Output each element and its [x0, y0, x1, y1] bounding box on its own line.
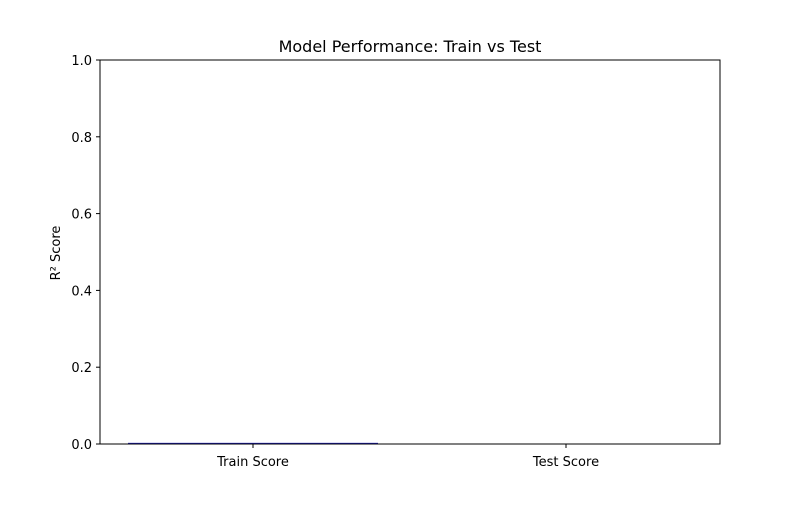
y-axis-label: R² Score — [49, 226, 64, 281]
bars-group — [128, 442, 378, 444]
y-tick-label: 1.0 — [71, 54, 92, 69]
y-tick-label: 0.4 — [71, 284, 92, 299]
y-ticks-group: 0.0 0.2 0.4 0.6 0.8 1.0 — [71, 54, 100, 453]
y-tick-label: 0.0 — [71, 438, 92, 453]
y-tick-label: 0.8 — [71, 131, 92, 146]
x-ticks-group: Train Score Test Score — [216, 444, 599, 470]
bar-train-score — [128, 442, 378, 444]
x-tick-label: Train Score — [216, 455, 289, 470]
x-tick-label: Test Score — [532, 455, 599, 470]
chart-title: Model Performance: Train vs Test — [279, 37, 542, 56]
y-tick-label: 0.6 — [71, 208, 92, 223]
plot-frame — [99, 59, 721, 445]
y-tick-label: 0.2 — [71, 361, 92, 376]
